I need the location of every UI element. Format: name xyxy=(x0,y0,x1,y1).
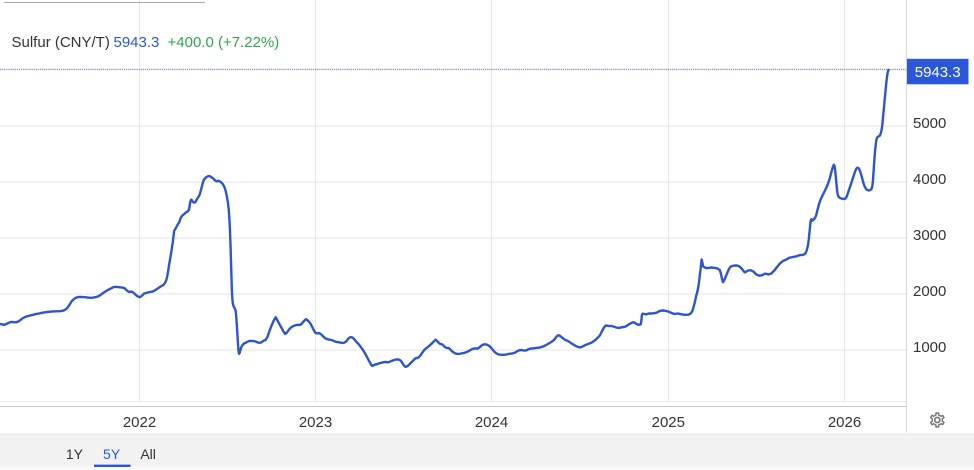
svg-text:All: All xyxy=(140,446,156,462)
svg-text:5943.3: 5943.3 xyxy=(915,64,961,81)
svg-text:5000: 5000 xyxy=(913,115,946,132)
svg-text:1000: 1000 xyxy=(913,339,946,356)
svg-text:4000: 4000 xyxy=(913,171,946,188)
svg-text:2022: 2022 xyxy=(123,414,156,431)
svg-text:Sulfur (CNY/T): Sulfur (CNY/T) xyxy=(12,34,110,51)
svg-text:2023: 2023 xyxy=(299,414,332,431)
svg-text:+400.0 (+7.22%): +400.0 (+7.22%) xyxy=(168,34,280,51)
svg-text:2025: 2025 xyxy=(652,414,685,431)
svg-text:3000: 3000 xyxy=(913,227,946,244)
svg-text:5Y: 5Y xyxy=(103,446,121,462)
svg-text:2000: 2000 xyxy=(913,283,946,300)
svg-text:2024: 2024 xyxy=(475,414,508,431)
svg-text:2026: 2026 xyxy=(828,414,861,431)
svg-text:1Y: 1Y xyxy=(66,446,84,462)
svg-text:5943.3: 5943.3 xyxy=(114,34,160,51)
